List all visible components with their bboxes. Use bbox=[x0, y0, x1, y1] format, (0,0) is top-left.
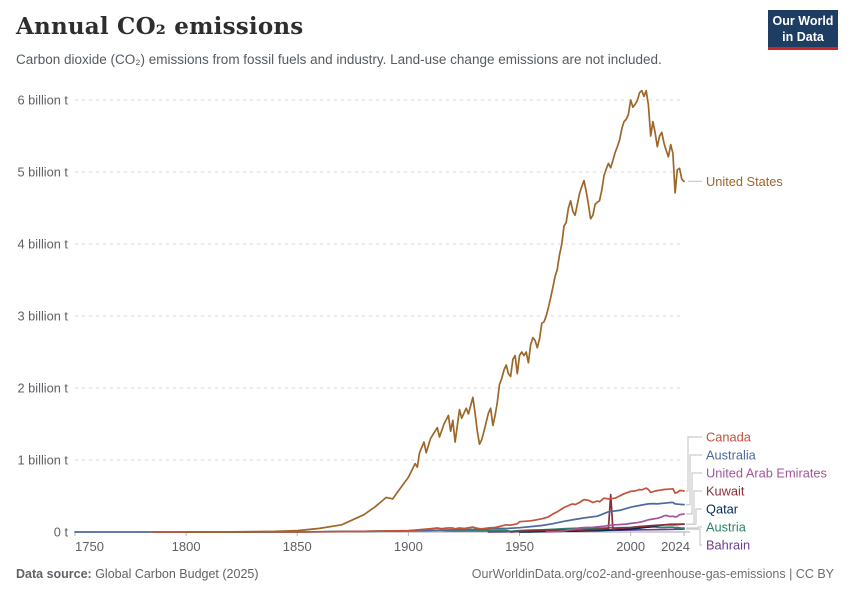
legend-label-australia[interactable]: Australia bbox=[706, 448, 757, 463]
connector-united-arab-emirates bbox=[686, 472, 702, 515]
data-source: Data source: Global Carbon Budget (2025) bbox=[16, 567, 259, 581]
owid-logo-line1: Our World bbox=[772, 14, 834, 28]
series-line-canada[interactable] bbox=[151, 487, 685, 533]
connector-qatar bbox=[686, 508, 702, 525]
y-tick-label-1: 1 billion t bbox=[17, 453, 68, 468]
legend-label-kuwait[interactable]: Kuwait bbox=[706, 484, 745, 499]
data-source-label: Data source: bbox=[16, 567, 92, 581]
y-tick-label-2: 2 billion t bbox=[17, 381, 68, 396]
x-tick-label-1850: 1850 bbox=[283, 539, 312, 554]
chart-subtitle: Carbon dioxide (CO₂) emissions from foss… bbox=[16, 52, 662, 67]
legend-label-united-states[interactable]: United States bbox=[706, 174, 783, 189]
legend-label-qatar[interactable]: Qatar bbox=[706, 502, 739, 517]
connector-australia bbox=[686, 454, 702, 506]
y-tick-label-5: 5 billion t bbox=[17, 165, 68, 180]
legend-label-canada[interactable]: Canada bbox=[706, 430, 752, 445]
owid-logo-line2: in Data bbox=[782, 30, 824, 44]
connector-bahrain bbox=[686, 528, 702, 546]
legend-label-united-arab-emirates[interactable]: United Arab Emirates bbox=[706, 466, 827, 481]
data-source-value: Global Carbon Budget (2025) bbox=[91, 567, 259, 581]
series-line-united-arab-emirates[interactable] bbox=[545, 513, 685, 533]
page-title: Annual CO₂ emissions bbox=[16, 13, 304, 40]
connector-canada bbox=[686, 436, 702, 492]
legend-label-austria[interactable]: Austria bbox=[706, 520, 747, 535]
x-tick-label-2024: 2024 bbox=[661, 539, 690, 554]
tick-and-legend-labels: 0 t 1 billion t 2 billion t 3 billion t 4 bi… bbox=[17, 93, 826, 555]
y-tick-label-4: 4 billion t bbox=[17, 237, 68, 252]
y-tick-label-6: 6 billion t bbox=[17, 93, 68, 108]
x-tick-label-1900: 1900 bbox=[394, 539, 423, 554]
connector-kuwait bbox=[686, 490, 702, 525]
x-tick-label-1750: 1750 bbox=[75, 539, 104, 554]
y-tick-label-3: 3 billion t bbox=[17, 309, 68, 324]
chart-footer: Data source: Global Carbon Budget (2025)… bbox=[16, 567, 834, 581]
x-tick-label-1950: 1950 bbox=[505, 539, 534, 554]
credit-link[interactable]: OurWorldinData.org/co2-and-greenhouse-ga… bbox=[471, 567, 834, 581]
connector-austria bbox=[686, 526, 702, 529]
x-tick-label-2000: 2000 bbox=[616, 539, 645, 554]
gridlines bbox=[75, 99, 684, 461]
series-lines bbox=[74, 89, 685, 533]
owid-logo[interactable]: Our World in Data bbox=[768, 10, 838, 50]
legend-connectors bbox=[686, 180, 702, 546]
y-tick-label-0: 0 t bbox=[54, 525, 69, 540]
legend-label-bahrain[interactable]: Bahrain bbox=[706, 538, 750, 553]
x-tick-label-1800: 1800 bbox=[172, 539, 201, 554]
series-line-united-states[interactable] bbox=[185, 89, 685, 533]
